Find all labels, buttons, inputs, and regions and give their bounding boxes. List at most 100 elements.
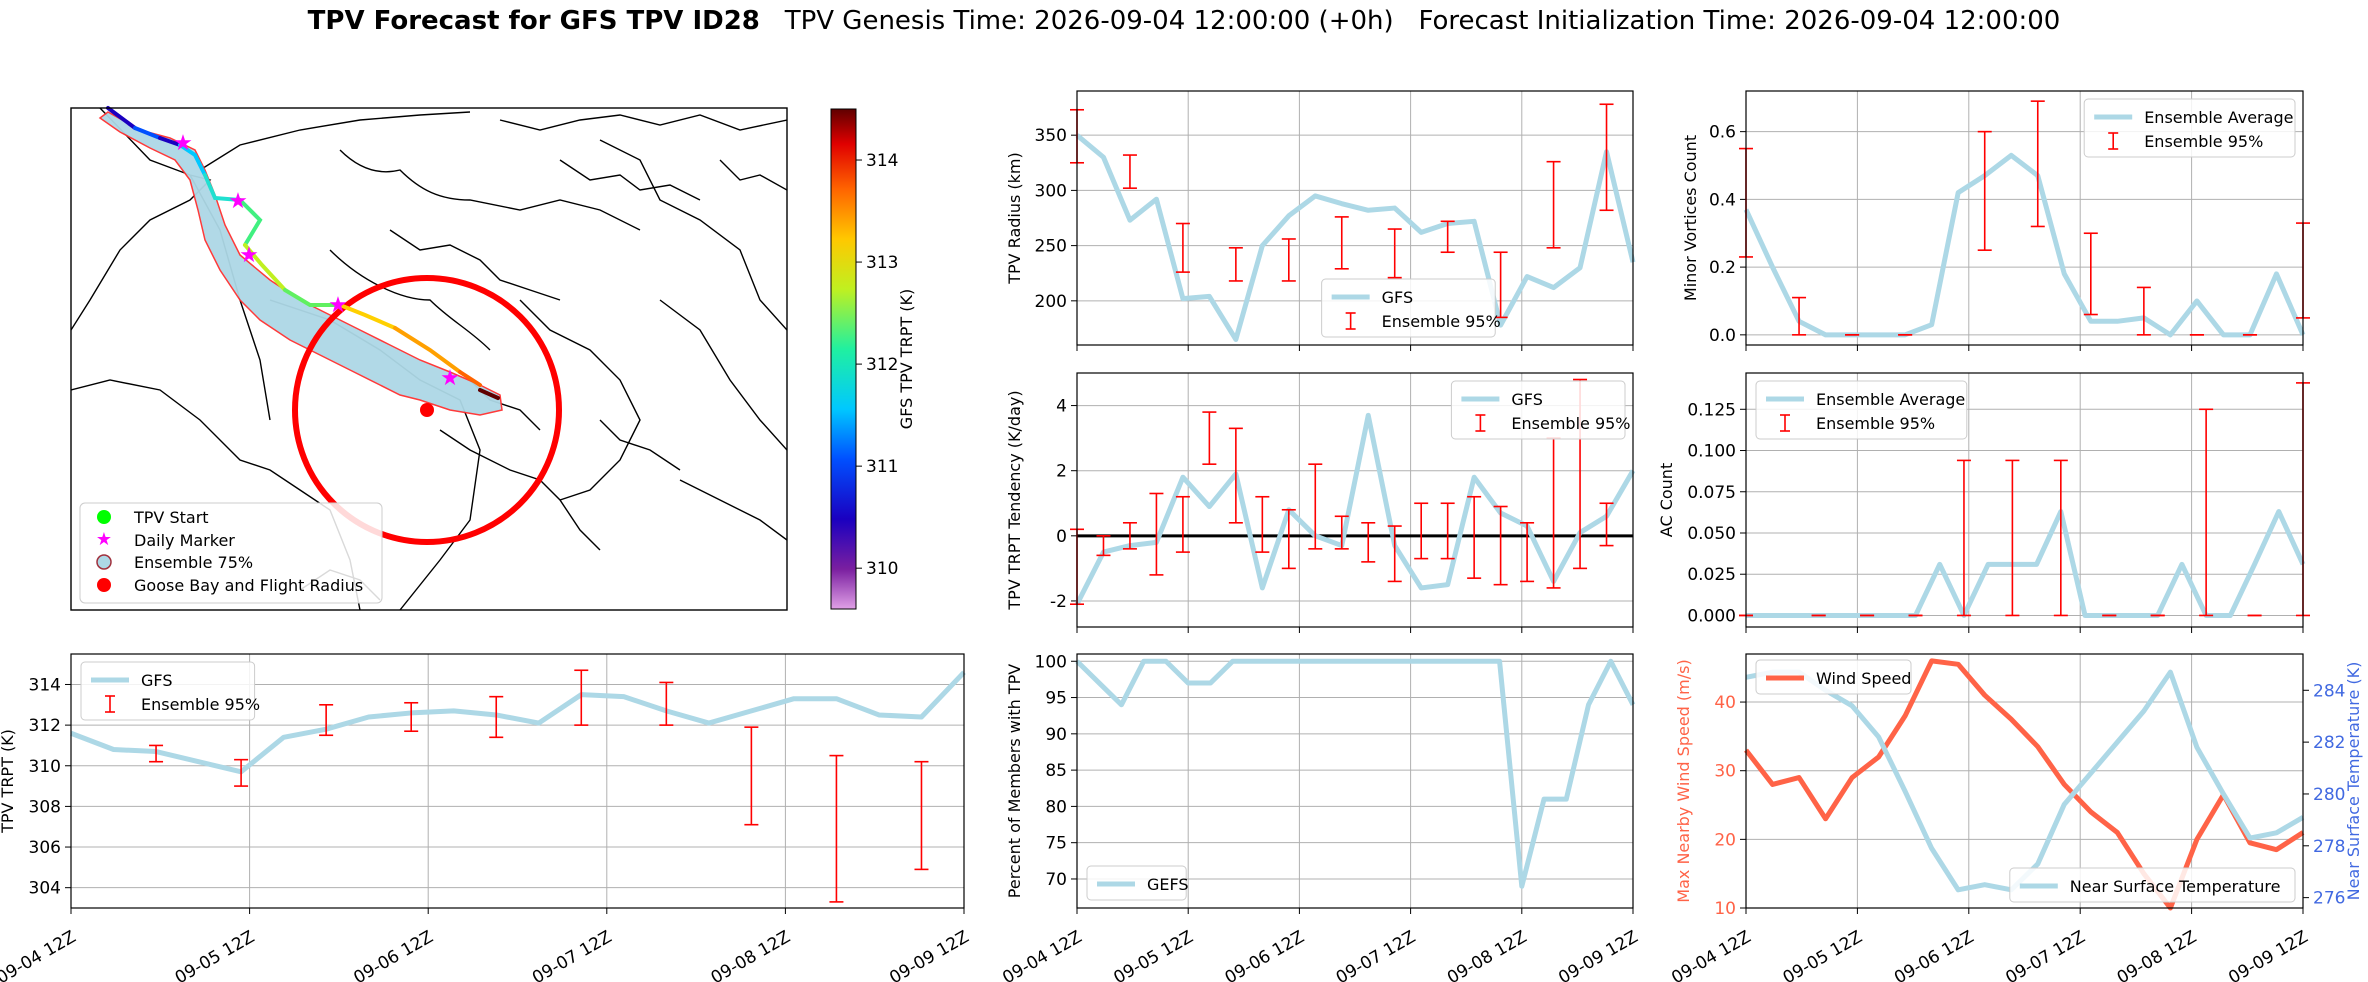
error-bar [1175,495,1190,553]
error-bar [1308,463,1323,550]
error-bar [1467,495,1482,579]
legend-label: GFS [1511,390,1542,409]
x-tick-label: 09-08 12Z [2114,927,2200,982]
y-tick-label: 4 [1056,397,1067,417]
error-bar [1096,535,1111,557]
y-axis-label: Max Nearby Wind Speed (m/s) [1674,659,1693,902]
svg-text:★: ★ [440,366,460,391]
error-bar [1387,525,1402,583]
colorbar-tick-label: 312 [866,355,898,375]
legend-label: Ensemble 95% [2144,132,2263,151]
y-tick-label: 40 [1714,693,1736,713]
x-tick-label: 09-04 12Z [0,927,80,982]
daily-marker-icon: ★ [96,529,112,550]
y-tick-label: 0.100 [1687,442,1736,462]
y-tick-label: 30 [1714,762,1736,782]
error-bar [2053,459,2068,617]
y-axis-label: TPV TRPT (K) [0,729,17,834]
error-bar [1440,220,1455,254]
svg-text:★: ★ [173,131,193,156]
legend-label: GFS [1382,288,1413,307]
x-tick-label: 09-05 12Z [1780,927,1866,982]
chart-wind_temp: 09-04 12Z 09-05 12Z 09-06 12Z 09-07 12Z 09-0… [1668,653,2363,982]
chart-minor: 0.0 0.2 0.4 0.6 Minor Vortices Count Ensemble… [1681,90,2310,351]
legend: GFS Ensemble 95% [1321,278,1501,338]
series-line [1744,658,2305,911]
y-tick-label: 0.4 [1709,190,1736,210]
legend-box [80,661,256,721]
y-tick-label: 70 [1045,870,1067,890]
error-bar [1414,502,1429,560]
title-genesis: TPV Genesis Time: 2026-09-04 12:00:00 (+… [784,6,1394,36]
y-tick-label: 304 [29,879,61,899]
legend-box [2083,98,2296,158]
y-tick-label: 0.075 [1687,483,1736,503]
series-line [1746,509,2306,618]
axes-frame [1745,90,2304,346]
error-bar [1520,521,1535,583]
axes-frame [1076,372,1634,628]
x-tick-label: 09-05 12Z [172,927,258,982]
legend: Near Surface Temperature [2009,867,2296,903]
x-tick-label: 09-07 12Z [529,927,615,982]
error-bar [319,703,334,737]
error-bar [2199,408,2214,617]
legend-box [2009,867,2296,903]
error-bar [1175,222,1190,273]
legend-label: GEFS [1147,875,1189,894]
error-bar [1334,515,1349,550]
error-bar [404,701,419,733]
map-legend-entry: Daily Marker [134,531,235,550]
y-tick-label: 0.050 [1687,524,1736,544]
y-tick-label: 95 [1045,689,1067,709]
legend-box [1321,278,1496,338]
x-tick-label: 09-06 12Z [1891,927,1977,982]
error-bar [1228,427,1243,524]
error-bar [2136,286,2151,336]
error-bar [149,744,164,763]
colorbar: 310 311 312 313 314 GFS TPV TRPT (K) [830,108,916,610]
y-axis-label: TPV Radius (km) [1005,152,1024,285]
axes-frame [1076,653,1634,909]
legend-label: Ensemble Average [2144,108,2293,127]
ensemble-75-envelope [98,111,503,416]
y-tick-label-right: 282 [2313,733,2345,753]
x-tick-label: 09-07 12Z [2002,927,2088,982]
chart-radius: 200 250 300 350 TPV Radius (km) GFS Ensemble 9… [1005,90,1636,351]
y-tick-label: 0.125 [1687,400,1736,420]
y-tick-label: 0.025 [1687,565,1736,585]
y-tick-label: 306 [29,838,61,858]
series-line [1075,133,1636,342]
error-bar [1977,130,1992,251]
error-bar [1122,154,1137,189]
error-bar [659,681,674,726]
legend-label: Ensemble Average [1816,390,1965,409]
series-line [1745,669,2305,893]
legend: Ensemble Average Ensemble 95% [2083,98,2296,158]
y-axis-label: AC Count [1657,463,1676,537]
tpv-track [106,106,500,400]
x-tick-label: 09-08 12Z [708,927,794,982]
error-bar [234,758,249,787]
legend: Ensemble Average Ensemble 95% [1755,380,1968,440]
x-tick-label: 09-05 12Z [1110,927,1196,982]
colorbar-tick-label: 314 [866,151,898,171]
legend-box [1755,659,1912,695]
legend: Wind Speed [1755,659,1912,695]
error-bar [1546,160,1561,249]
x-tick-label: 09-07 12Z [1333,927,1419,982]
y-tick-label: 0.0 [1709,326,1736,346]
svg-text:★: ★ [239,243,259,268]
legend-label: Ensemble 95% [1511,414,1630,433]
y-tick-label: 314 [29,675,61,695]
error-bar [1149,492,1164,576]
axes-frame [70,653,965,909]
chart-tendency: -2 0 2 4 TPV TRPT Tendency (K/day) GFS Ensembl… [1005,372,1636,633]
error-bar [1599,103,1614,212]
legend-label: Ensemble 95% [1816,414,1935,433]
error-bar [574,669,589,726]
colorbar-tick-label: 313 [866,253,898,273]
error-bar [489,695,504,739]
x-tick-label: 09-09 12Z [886,927,972,982]
error-bar [1956,459,1971,617]
